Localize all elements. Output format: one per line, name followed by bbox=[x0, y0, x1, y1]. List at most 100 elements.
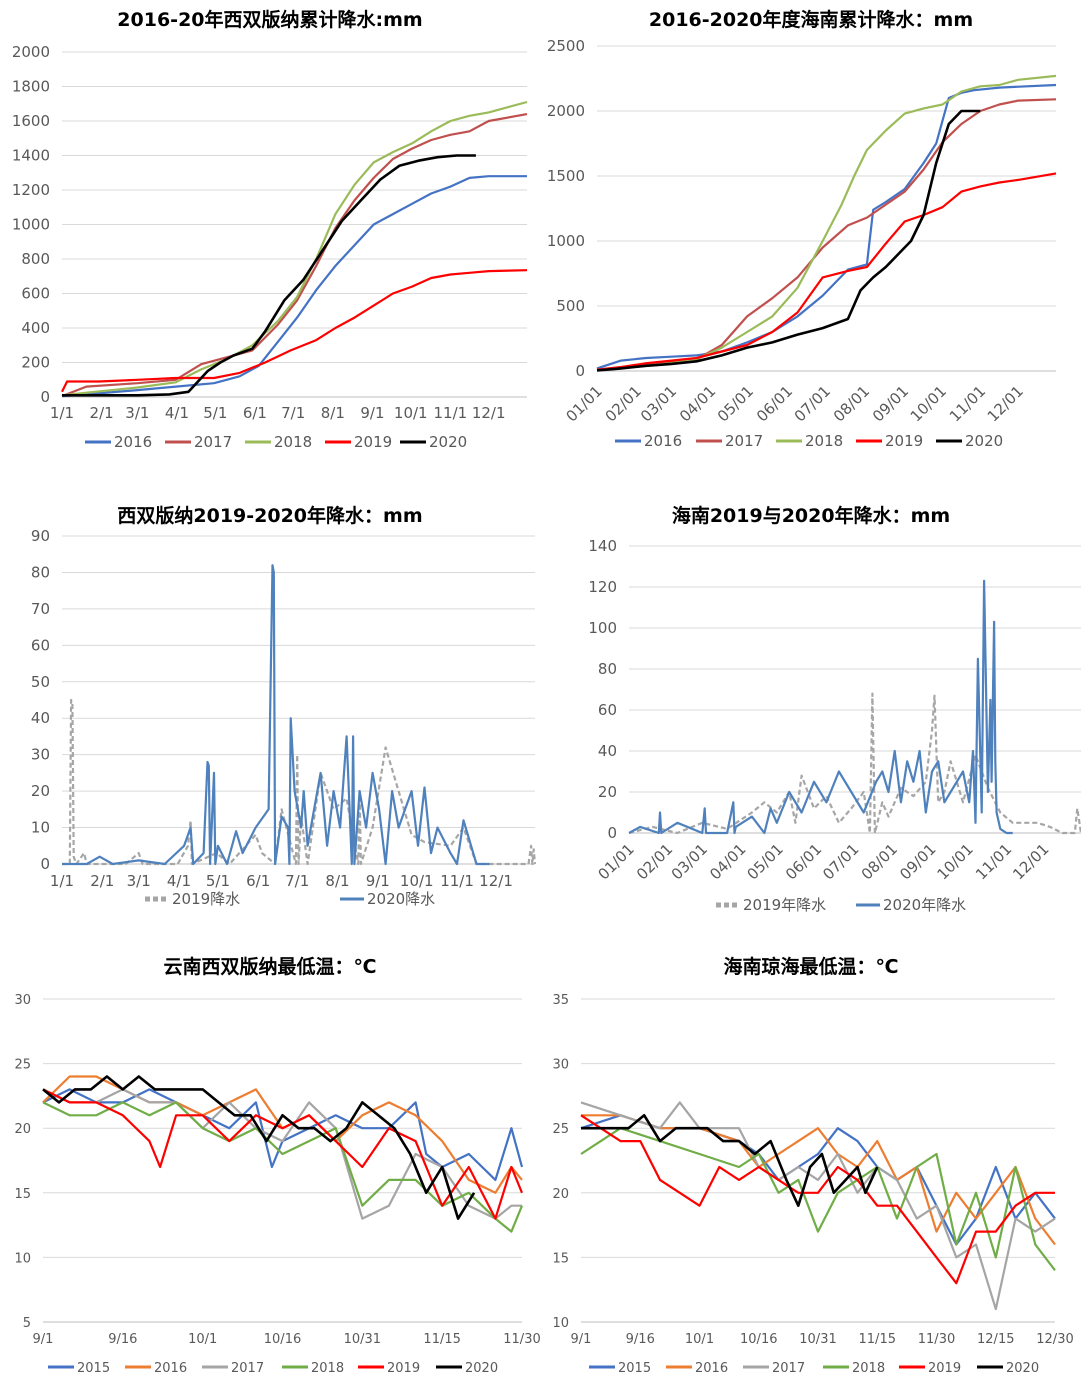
x-tick-label: 2/1 bbox=[90, 404, 114, 422]
x-tick-label: 7/1 bbox=[281, 404, 305, 422]
series-line-2018 bbox=[42, 1101, 524, 1233]
x-tick-label: 01/01 bbox=[595, 840, 638, 883]
legend-label: 2015 bbox=[77, 1361, 110, 1376]
legend-item-2015: 2015 bbox=[48, 1361, 110, 1376]
x-tick-label: 2/1 bbox=[90, 872, 114, 890]
y-tick-label: 30 bbox=[14, 993, 31, 1008]
legend-item-2015: 2015 bbox=[589, 1361, 651, 1376]
chart-qionghai-min-temp: 海南琼海最低温：℃ 10 15 20 25 30 35 9/1 9/16 10/1 10/16 10/… bbox=[552, 955, 1073, 1376]
x-tick-label: 12/1 bbox=[472, 404, 506, 422]
legend-label: 2017 bbox=[194, 433, 232, 451]
legend-label: 2020 bbox=[429, 433, 467, 451]
y-tick-label: 600 bbox=[21, 285, 50, 303]
series-line-2019 bbox=[580, 1114, 1055, 1285]
x-tick-label: 9/1 bbox=[571, 1332, 592, 1347]
y-tick-label: 1800 bbox=[12, 78, 50, 96]
x-tick-label: 6/1 bbox=[246, 872, 270, 890]
y-tick-label: 50 bbox=[31, 673, 50, 691]
x-tick-label: 11/1 bbox=[440, 872, 474, 890]
legend-item-2017: 2017 bbox=[696, 432, 763, 450]
series-line-2019 bbox=[61, 269, 528, 393]
x-tick-label: 10/16 bbox=[264, 1332, 301, 1347]
y-tick-label: 2500 bbox=[547, 37, 585, 55]
y-tick-label: 20 bbox=[31, 782, 50, 800]
y-tick-label: 80 bbox=[598, 660, 617, 678]
legend-label: 2015 bbox=[618, 1361, 651, 1376]
legend-item-2017: 2017 bbox=[202, 1361, 264, 1376]
y-tick-label: 500 bbox=[556, 297, 585, 315]
y-tick-label: 40 bbox=[598, 742, 617, 760]
legend-label: 2020 bbox=[465, 1361, 498, 1376]
x-tick-label: 10/1 bbox=[400, 872, 434, 890]
chart-title: 海南2019与2020年降水：mm bbox=[672, 504, 950, 527]
y-tick-label: 25 bbox=[552, 1122, 569, 1137]
y-tick-label: 1000 bbox=[547, 232, 585, 250]
x-tick-label: 8/1 bbox=[325, 872, 349, 890]
legend-label: 2020降水 bbox=[367, 890, 435, 908]
chart-title: 海南琼海最低温：℃ bbox=[723, 955, 898, 978]
x-tick-label: 07/01 bbox=[819, 840, 862, 883]
y-tick-label: 2000 bbox=[547, 102, 585, 120]
series-line-2019年降水 bbox=[628, 692, 1081, 835]
legend-label: 2020 bbox=[965, 432, 1003, 450]
y-tick-label: 10 bbox=[31, 819, 50, 837]
x-tick-label: 06/01 bbox=[782, 840, 825, 883]
legend-item-2019: 2019 bbox=[358, 1361, 420, 1376]
x-tick-label: 02/01 bbox=[633, 840, 676, 883]
y-tick-label: 90 bbox=[31, 527, 50, 545]
panel-hainan-daily-rain: 海南2019与2020年降水：mm 0 20 40 60 80 100 120 140 01/01… bbox=[541, 490, 1081, 930]
panel-xishuangbanna-min-temp: 云南西双版纳最低温：℃ 5 10 15 20 25 30 9/1 9/16 10/1 10/16 10… bbox=[0, 945, 540, 1382]
y-tick-label: 0 bbox=[575, 362, 585, 380]
legend-item-2019: 2019 bbox=[899, 1361, 961, 1376]
y-tick-label: 0 bbox=[40, 388, 50, 406]
legend-label: 2019 bbox=[387, 1361, 420, 1376]
x-tick-label: 04/01 bbox=[706, 840, 749, 883]
y-tick-label: 35 bbox=[552, 993, 569, 1008]
legend-label: 2019 bbox=[354, 433, 392, 451]
y-tick-label: 0 bbox=[40, 855, 50, 873]
legend-label: 2017 bbox=[772, 1361, 805, 1376]
y-tick-label: 40 bbox=[31, 709, 50, 727]
y-tick-label: 200 bbox=[21, 354, 50, 372]
x-tick-label: 9/16 bbox=[626, 1332, 655, 1347]
legend-label: 2016 bbox=[695, 1361, 728, 1376]
x-tick-label: 10/01 bbox=[934, 840, 977, 883]
chart-title: 2016-2020年度海南累计降水：mm bbox=[649, 8, 973, 31]
y-tick-label: 60 bbox=[598, 701, 617, 719]
y-tick-label: 60 bbox=[31, 636, 50, 654]
x-tick-label: 05/01 bbox=[714, 382, 757, 425]
x-tick-label: 7/1 bbox=[285, 872, 309, 890]
y-tick-label: 10 bbox=[552, 1316, 569, 1331]
y-tick-label: 20 bbox=[598, 783, 617, 801]
x-tick-label: 10/31 bbox=[799, 1332, 836, 1347]
legend-item-2019降水: 2019降水 bbox=[145, 890, 240, 908]
series-line-2019 bbox=[42, 1088, 524, 1220]
legend-label: 2020 bbox=[1006, 1361, 1039, 1376]
x-tick-label: 11/15 bbox=[423, 1332, 460, 1347]
chart-xishuangbanna-min-temp: 云南西双版纳最低温：℃ 5 10 15 20 25 30 9/1 9/16 10/1 10/16 10… bbox=[14, 955, 540, 1376]
x-tick-label: 02/01 bbox=[602, 382, 645, 425]
legend-item-2018: 2018 bbox=[823, 1361, 885, 1376]
x-tick-label: 06/01 bbox=[753, 382, 796, 425]
legend-item-2016: 2016 bbox=[615, 432, 682, 450]
legend-item-2020降水: 2020降水 bbox=[340, 890, 435, 908]
x-tick-label: 6/1 bbox=[243, 404, 267, 422]
x-tick-label: 11/1 bbox=[434, 404, 468, 422]
legend-label: 2019 bbox=[885, 432, 923, 450]
x-tick-label: 4/1 bbox=[167, 872, 191, 890]
series-line-2018 bbox=[61, 100, 528, 397]
chart-hainan-cumulative-rain: 2016-2020年度海南累计降水：mm 0 500 1000 1500 2000 2500… bbox=[547, 8, 1057, 450]
y-tick-label: 20 bbox=[552, 1187, 569, 1202]
series-line-2020 bbox=[596, 109, 981, 372]
y-tick-label: 30 bbox=[31, 746, 50, 764]
x-tick-label: 5/1 bbox=[206, 872, 230, 890]
legend-item-2018: 2018 bbox=[282, 1361, 344, 1376]
series-line-2017 bbox=[580, 1101, 1056, 1311]
y-tick-label: 80 bbox=[31, 563, 50, 581]
legend-label: 2019年降水 bbox=[743, 896, 826, 914]
panel-xishuangbanna-daily-rain: 西双版纳2019-2020年降水：mm 0 10 20 30 40 50 60 70 80 90 1/… bbox=[0, 490, 540, 930]
legend-item-2016: 2016 bbox=[125, 1361, 187, 1376]
x-tick-label: 09/01 bbox=[896, 840, 939, 883]
x-tick-label: 03/01 bbox=[668, 840, 711, 883]
chart-title: 云南西双版纳最低温：℃ bbox=[163, 955, 376, 978]
